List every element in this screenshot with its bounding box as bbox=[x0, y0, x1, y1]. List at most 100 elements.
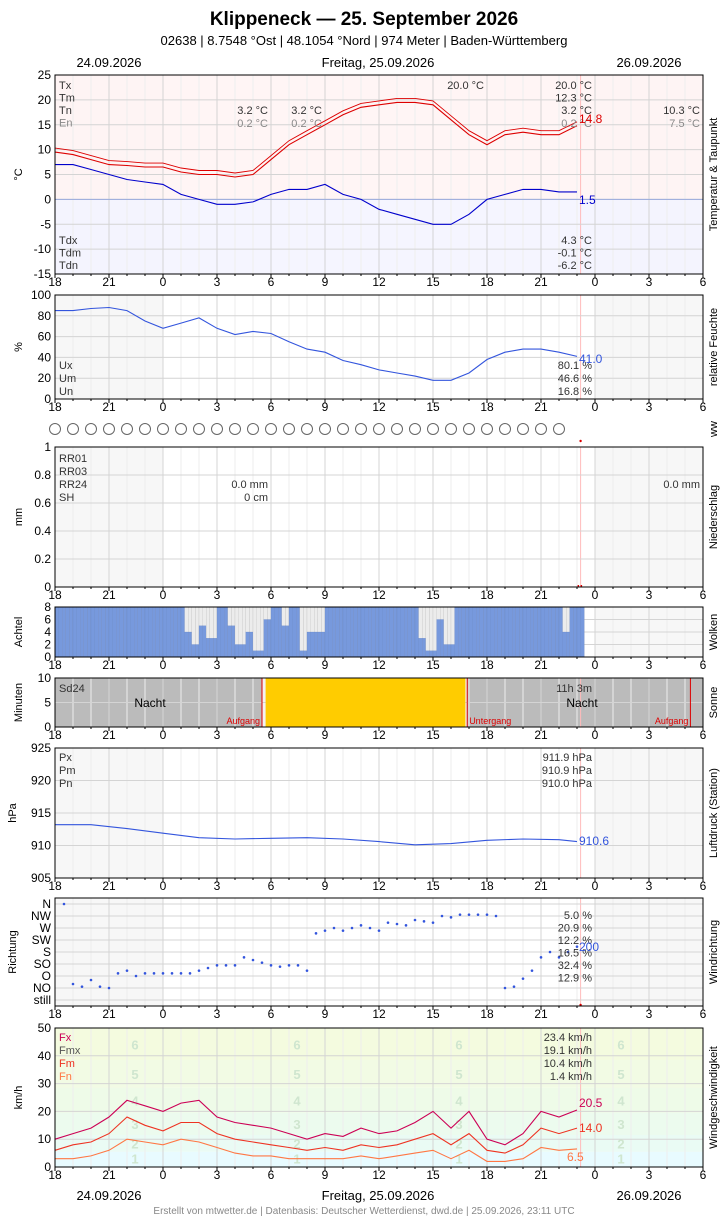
day-tn-label: 3.2 °C bbox=[291, 105, 322, 117]
wind-legend-item: Fmx bbox=[59, 1045, 81, 1057]
direction-point bbox=[530, 969, 534, 972]
temperature-max-line bbox=[54, 97, 578, 174]
sun-duration-label: 11h 3m bbox=[556, 683, 592, 695]
cloud-bar bbox=[180, 606, 185, 658]
cloud-bar bbox=[537, 606, 542, 658]
cloud-bar bbox=[321, 631, 326, 658]
sun-panel-x-tick-label: 6 bbox=[700, 728, 707, 742]
precip-panel-x-tick-label: 3 bbox=[646, 588, 653, 602]
cloud-bar bbox=[234, 644, 239, 658]
prev-tn-label: 3.2 °C bbox=[237, 105, 268, 117]
cloud-bar bbox=[288, 606, 293, 658]
pressure-panel-y-tick-label: 925 bbox=[31, 741, 51, 755]
current-temperature-label: 14.8 bbox=[579, 112, 603, 126]
direction-point bbox=[197, 969, 201, 972]
dewpoint-line bbox=[55, 164, 577, 225]
cloud-clear-bar bbox=[425, 606, 430, 658]
cloud-bar bbox=[454, 606, 459, 658]
weather-symbol bbox=[67, 423, 79, 435]
current-gust-label: 20.5 bbox=[579, 1096, 603, 1110]
pressure-line bbox=[55, 824, 578, 846]
pressure-panel-x-tick-label: 3 bbox=[646, 879, 653, 893]
clouds-panel-x-tick-label: 21 bbox=[534, 658, 548, 672]
cloud-bar bbox=[533, 606, 538, 658]
direction-panel-x-tick-label: 0 bbox=[160, 1007, 167, 1021]
direction-point bbox=[512, 985, 516, 988]
cloud-bar bbox=[346, 606, 351, 658]
humidity-panel-x-tick-label: 12 bbox=[372, 400, 386, 414]
wind-legend-item: Fx bbox=[59, 1032, 72, 1044]
cloud-bar bbox=[101, 606, 106, 658]
direction-panel-x-tick-label: 9 bbox=[322, 1007, 329, 1021]
direction-point bbox=[458, 913, 462, 916]
cloud-bar bbox=[83, 606, 88, 658]
weather-now-marker bbox=[579, 439, 582, 443]
cloud-bar bbox=[216, 606, 221, 658]
humidity-panel-x-tick-label: 18 bbox=[48, 400, 62, 414]
pressure-panel-x-tick-label: 18 bbox=[48, 879, 62, 893]
cloud-bar bbox=[407, 606, 412, 658]
cloud-bar bbox=[562, 631, 567, 658]
direction-point bbox=[260, 961, 264, 964]
cloud-bar bbox=[468, 606, 473, 658]
sun-panel-x-tick-label: 15 bbox=[426, 728, 440, 742]
pressure-panel-x-tick-label: 6 bbox=[700, 879, 707, 893]
direction-point bbox=[566, 950, 570, 954]
dewpoint-legend-item: Tdm bbox=[59, 248, 81, 260]
weather-symbol bbox=[175, 423, 187, 435]
direction-point bbox=[251, 958, 255, 962]
direction-point bbox=[341, 929, 345, 932]
cloud-bar bbox=[515, 606, 520, 658]
cloud-bar bbox=[558, 606, 563, 658]
clouds-panel-y-tick-label: 0 bbox=[44, 650, 51, 664]
gust-line bbox=[54, 1099, 578, 1146]
clouds-panel-x-tick-label: 0 bbox=[592, 658, 599, 672]
wind-panel-x-tick-label: 6 bbox=[700, 1168, 707, 1182]
cloud-bar bbox=[501, 606, 506, 658]
cloud-bar bbox=[530, 606, 534, 658]
clouds-panel-x-tick-label: 18 bbox=[48, 658, 62, 672]
dewpoint-legend-item: Tdx bbox=[59, 235, 78, 247]
temp-panel-x-tick-label: 12 bbox=[372, 275, 386, 289]
direction-point bbox=[440, 914, 444, 918]
precip-panel-x-tick-label: 6 bbox=[700, 588, 707, 602]
direction-point bbox=[323, 929, 327, 932]
direction-point bbox=[107, 986, 111, 990]
weather-symbol bbox=[121, 423, 133, 435]
beaufort-label: 2 bbox=[293, 1136, 300, 1151]
wind-panel-x-tick-label: 21 bbox=[534, 1168, 548, 1182]
direction-share-label: 16.5 % bbox=[558, 948, 592, 960]
direction-panel-x-tick-label: 12 bbox=[372, 1007, 386, 1021]
humidity-legend-item: Un bbox=[59, 386, 73, 398]
precip-panel-y-tick-label: 1 bbox=[44, 440, 51, 454]
humidity-panel-y-tick-label: 100 bbox=[31, 288, 51, 302]
weather-symbol bbox=[355, 423, 367, 435]
direction-category-label: still bbox=[34, 993, 51, 1007]
um-label: 46.6 % bbox=[558, 373, 592, 385]
sun-panel-x-tick-label: 0 bbox=[160, 728, 167, 742]
direction-side-label: Windrichtung bbox=[708, 920, 720, 984]
cloud-bar bbox=[245, 631, 250, 658]
cloud-bar bbox=[371, 606, 376, 658]
humidity-panel-y-tick-label: 80 bbox=[38, 309, 52, 323]
direction-category-label: NW bbox=[31, 909, 52, 923]
direction-panel-x-tick-label: 15 bbox=[426, 1007, 440, 1021]
dewpoint-legend-item: Tdn bbox=[59, 260, 78, 272]
humidity-panel-x-tick-label: 18 bbox=[480, 400, 494, 414]
cloud-bar bbox=[526, 606, 531, 658]
cloud-bar bbox=[494, 606, 498, 658]
precip-panel-x-tick-label: 12 bbox=[372, 588, 386, 602]
fmx-label: 19.1 km/h bbox=[544, 1045, 592, 1057]
clouds-panel-x-tick-label: 12 bbox=[372, 658, 386, 672]
current-pressure-label: 910.6 bbox=[579, 834, 609, 848]
beaufort-label: 6 bbox=[131, 1038, 138, 1053]
direction-point bbox=[242, 956, 246, 959]
wind-panel-y-tick-label: 20 bbox=[38, 1104, 52, 1118]
footer-date-left: 24.09.2026 bbox=[76, 1188, 141, 1203]
beaufort-label: 3 bbox=[455, 1117, 462, 1132]
precip-panel-x-tick-label: 0 bbox=[160, 588, 167, 602]
cloud-bar bbox=[490, 606, 495, 658]
humidity-panel-x-tick-label: 9 bbox=[322, 400, 329, 414]
pressure-panel-x-tick-label: 9 bbox=[322, 879, 329, 893]
